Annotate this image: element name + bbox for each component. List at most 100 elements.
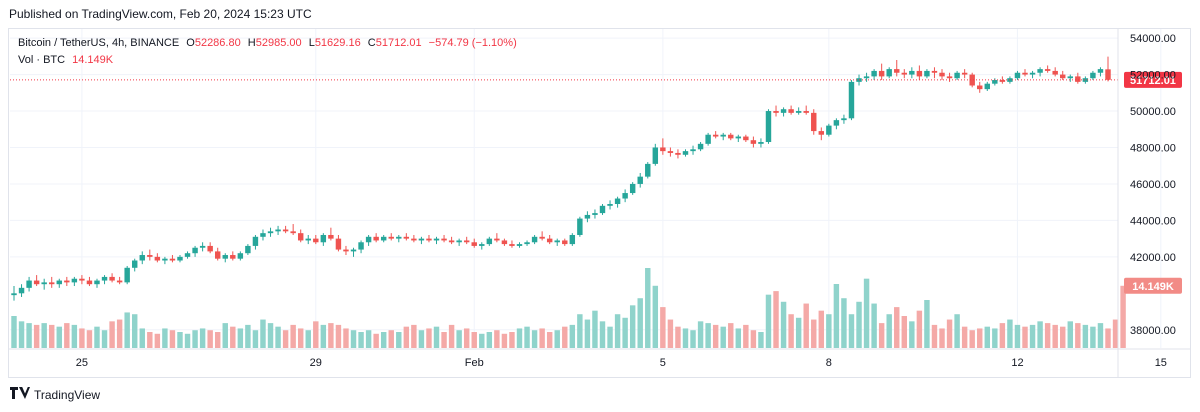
candle-body (705, 134, 711, 144)
volume-bar (305, 330, 311, 348)
volume-bar (886, 314, 892, 348)
candle-body (267, 231, 274, 234)
volume-bar (509, 332, 515, 348)
time-tick-label: Feb (465, 357, 484, 369)
candle-body (403, 236, 410, 239)
candle-body (101, 276, 108, 281)
candle-body (290, 231, 296, 234)
volume-bar (1120, 285, 1126, 348)
candle-body (199, 245, 206, 248)
candle-body (94, 280, 100, 285)
volume-bar (909, 321, 915, 348)
volume-bar (697, 321, 704, 348)
volume-bar (931, 324, 938, 348)
candle-body (154, 256, 161, 261)
candle-body (1090, 72, 1096, 79)
candle-body (614, 198, 621, 204)
candle-body (1029, 72, 1036, 75)
volume-bar (463, 328, 470, 348)
volume-bar (546, 332, 553, 348)
candle-body (230, 255, 236, 259)
candle-body (743, 136, 749, 141)
candle-body (841, 118, 847, 121)
candle-body (184, 253, 191, 257)
axes: 54000.00 52000.00 50000.00 48000.00 46000.00… (9, 29, 1190, 377)
candle-body (554, 240, 560, 243)
candle-body (735, 136, 742, 139)
volume-bar (788, 314, 794, 348)
candle-body (207, 245, 213, 252)
volume-bar (471, 332, 477, 348)
volume-bar (916, 310, 923, 348)
volume-bar (690, 330, 696, 348)
volume-bar (1097, 323, 1104, 348)
volume-bar (433, 326, 440, 348)
candle-body (1022, 72, 1028, 75)
volume-bar (501, 333, 508, 348)
published-caption: Published on TradingView.com, Feb 20, 20… (9, 7, 312, 21)
candle-body (894, 69, 900, 73)
candle-body (924, 70, 930, 77)
candle-body (622, 193, 628, 199)
candle-body (396, 236, 402, 239)
candle-body (675, 152, 681, 155)
volume-bar (154, 333, 161, 348)
volume-bar (162, 328, 168, 348)
candle-body (486, 238, 493, 245)
volume-bar (728, 323, 734, 348)
high-value: 52985.00 (255, 37, 302, 49)
volume-bar (177, 332, 183, 348)
volume-row: Vol · BTC 14.149K (18, 52, 517, 69)
volume-bar (652, 285, 659, 348)
candle-body (803, 111, 809, 113)
candle-body (1067, 76, 1073, 79)
volume-bar (214, 332, 221, 348)
candle-body (629, 183, 636, 194)
volume-bar (320, 324, 327, 348)
candle-body (999, 80, 1006, 82)
volume-bar (1067, 321, 1073, 348)
candle-body (833, 120, 840, 126)
volume-bar (705, 323, 711, 348)
candle-body (811, 112, 817, 132)
price-tick-label: 52000.00 (1130, 70, 1176, 82)
candle-body (411, 238, 417, 241)
open-value: 52286.80 (194, 37, 241, 49)
candle-body (916, 70, 923, 77)
volume-bar (999, 323, 1006, 348)
volume-bar (267, 323, 274, 348)
volume-bars (11, 268, 1126, 348)
volume-bar (811, 319, 817, 348)
volume-bar (116, 319, 123, 348)
candle-body (546, 238, 553, 243)
volume-bar (795, 317, 802, 348)
candle-body (992, 80, 998, 84)
volume-bar (365, 330, 372, 348)
candle-body (584, 214, 591, 219)
candle-body (433, 238, 440, 241)
candle-body (116, 280, 123, 283)
volume-bar (252, 330, 259, 348)
candle-body (1105, 69, 1111, 80)
open-key: O (186, 37, 195, 49)
volume-bar (147, 332, 153, 348)
candle-body (773, 111, 779, 113)
volume-bar (1029, 324, 1036, 348)
volume-bar (878, 323, 885, 348)
volume-bar (132, 314, 138, 348)
candle-body (961, 72, 968, 75)
candle-body (456, 240, 462, 243)
volume-bar (1037, 321, 1043, 348)
candle-body (501, 240, 508, 245)
volume-bar (343, 328, 349, 348)
volume-bar (139, 328, 145, 348)
volume-bar (184, 333, 191, 348)
candle-body (18, 287, 25, 294)
candle-body (969, 74, 975, 86)
candle-body (524, 242, 530, 245)
volume-bar (169, 330, 176, 348)
candle-body (282, 229, 289, 232)
volume-bar (18, 321, 25, 348)
time-tick-label: 29 (310, 357, 322, 369)
